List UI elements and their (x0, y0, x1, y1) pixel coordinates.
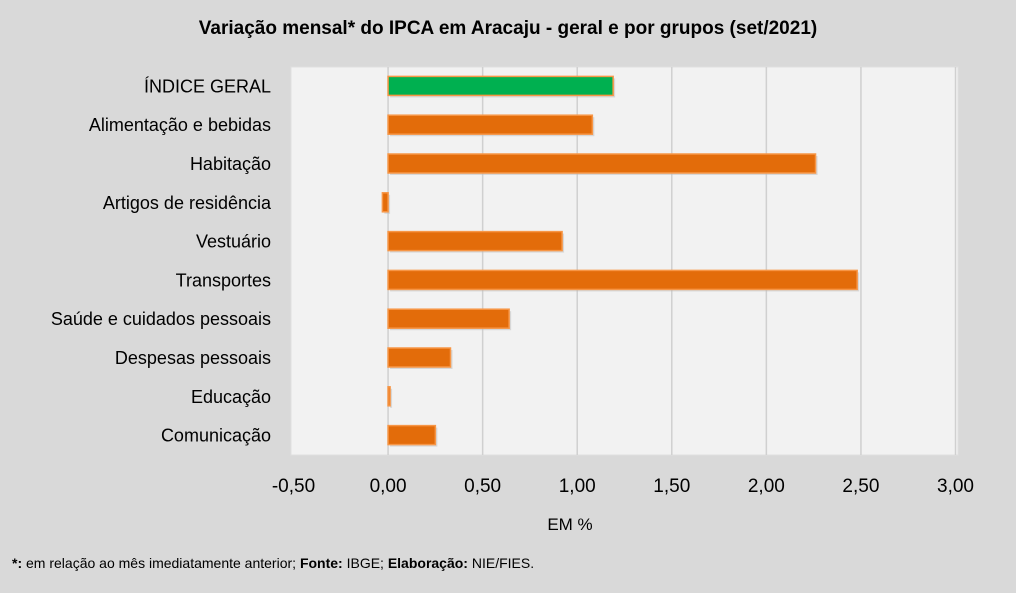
y-category-label: Alimentação e bebidas (89, 115, 271, 135)
y-category-label: Despesas pessoais (115, 348, 271, 368)
y-category-label: Saúde e cuidados pessoais (51, 309, 271, 329)
y-category-label: Transportes (176, 270, 271, 290)
footnote-note: em relação ao mês imediatamente anterior… (22, 555, 300, 571)
y-category-label: ÍNDICE GERAL (144, 76, 271, 96)
bar (387, 386, 391, 407)
y-category-label: Comunicação (161, 426, 271, 446)
bar (381, 192, 389, 213)
x-tick-label: 3,00 (937, 476, 974, 497)
y-category-label: Habitação (190, 154, 271, 174)
x-tick-label: 0,50 (464, 476, 501, 497)
bar (387, 114, 594, 135)
y-category-label: Vestuário (196, 232, 271, 252)
x-tick-label: 1,50 (653, 476, 690, 497)
bar (387, 269, 858, 291)
footnote-mark: *: (12, 555, 23, 571)
bar (387, 75, 614, 97)
bar-shadow (390, 388, 393, 408)
x-tick-label: 2,00 (748, 476, 785, 497)
source-value: IBGE; (342, 555, 388, 571)
y-category-label: Artigos de residência (103, 193, 272, 213)
source-label: Fonte: (299, 555, 343, 571)
x-tick-label: 0,00 (370, 476, 407, 497)
bar (387, 347, 452, 368)
x-tick-label: 2,50 (842, 476, 879, 497)
chart-title: Variação mensal* do IPCA em Aracaju - ge… (198, 18, 818, 39)
y-category-label: Educação (191, 387, 271, 407)
x-tick-label: -0,50 (272, 476, 315, 497)
bar (387, 308, 510, 329)
author-label: Elaboração: (387, 555, 468, 571)
bar (387, 153, 817, 174)
chart-footnote: *: em relação ao mês imediatamente anter… (12, 555, 534, 571)
bar (387, 230, 563, 252)
x-tick-label: 1,00 (559, 476, 596, 497)
x-axis-label: EM % (547, 515, 592, 534)
author-value: NIE/FIES. (467, 555, 535, 571)
bar (387, 424, 437, 446)
